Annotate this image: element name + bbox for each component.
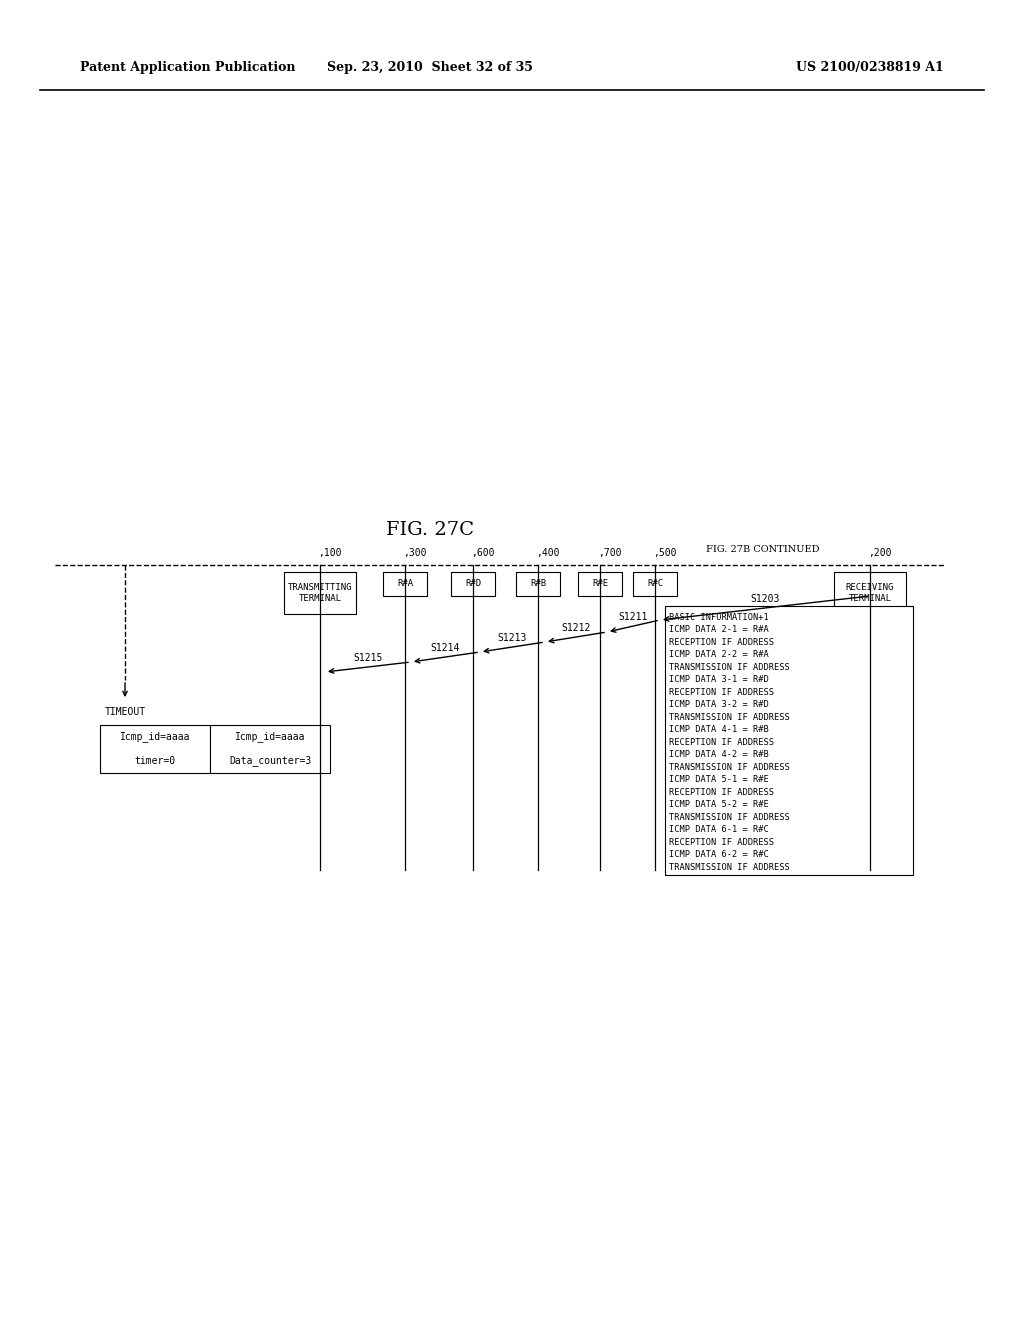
Text: ICMP DATA 4-2 = R#B: ICMP DATA 4-2 = R#B (669, 750, 769, 759)
Text: ,700: ,700 (598, 548, 622, 558)
Text: RECEIVING
TERMINAL: RECEIVING TERMINAL (846, 583, 894, 603)
Text: S1214: S1214 (431, 643, 460, 653)
Text: RECEPTION IF ADDRESS: RECEPTION IF ADDRESS (669, 838, 774, 846)
Text: RECEPTION IF ADDRESS: RECEPTION IF ADDRESS (669, 688, 774, 697)
Text: ,500: ,500 (653, 548, 677, 558)
Text: ,600: ,600 (471, 548, 495, 558)
Text: TRANSMISSION IF ADDRESS: TRANSMISSION IF ADDRESS (669, 663, 790, 672)
Text: ,300: ,300 (403, 548, 427, 558)
Text: Data_counter=3: Data_counter=3 (229, 755, 311, 767)
Text: ,100: ,100 (318, 548, 341, 558)
Text: timer=0: timer=0 (134, 756, 175, 766)
Text: TRANSMISSION IF ADDRESS: TRANSMISSION IF ADDRESS (669, 813, 790, 822)
Text: Sep. 23, 2010  Sheet 32 of 35: Sep. 23, 2010 Sheet 32 of 35 (327, 62, 532, 74)
Bar (100, 725, 210, 774)
Text: ICMP DATA 2-2 = R#A: ICMP DATA 2-2 = R#A (669, 651, 769, 659)
Text: ICMP DATA 4-1 = R#B: ICMP DATA 4-1 = R#B (669, 725, 769, 734)
Text: S1211: S1211 (618, 612, 648, 622)
Text: TRANSMITTING
TERMINAL: TRANSMITTING TERMINAL (288, 583, 352, 603)
Text: Icmp_id=aaaa: Icmp_id=aaaa (234, 731, 305, 742)
Text: R#A: R#A (397, 579, 413, 589)
Text: US 2100/0238819 A1: US 2100/0238819 A1 (796, 62, 944, 74)
Text: TIMEOUT: TIMEOUT (104, 708, 145, 717)
Text: ICMP DATA 2-1 = R#A: ICMP DATA 2-1 = R#A (669, 626, 769, 634)
Text: RECEPTION IF ADDRESS: RECEPTION IF ADDRESS (669, 788, 774, 797)
Bar (516, 572, 560, 597)
Text: RECEPTION IF ADDRESS: RECEPTION IF ADDRESS (669, 738, 774, 747)
Text: ,400: ,400 (536, 548, 559, 558)
Text: ,200: ,200 (868, 548, 892, 558)
Bar (210, 725, 330, 774)
Bar (665, 606, 913, 874)
Text: ICMP DATA 5-2 = R#E: ICMP DATA 5-2 = R#E (669, 800, 769, 809)
Text: S1213: S1213 (498, 634, 527, 643)
Bar (284, 572, 356, 614)
Text: R#E: R#E (592, 579, 608, 589)
Bar (451, 572, 495, 597)
Bar (834, 572, 906, 614)
Text: ICMP DATA 3-1 = R#D: ICMP DATA 3-1 = R#D (669, 676, 769, 684)
Text: Patent Application Publication: Patent Application Publication (80, 62, 296, 74)
Text: R#D: R#D (465, 579, 481, 589)
Text: ICMP DATA 3-2 = R#D: ICMP DATA 3-2 = R#D (669, 700, 769, 709)
Text: S1212: S1212 (561, 623, 591, 634)
Bar (578, 572, 622, 597)
Text: S1203: S1203 (751, 594, 779, 605)
Text: RECEPTION IF ADDRESS: RECEPTION IF ADDRESS (669, 638, 774, 647)
Bar (633, 572, 677, 597)
Text: ICMP DATA 5-1 = R#E: ICMP DATA 5-1 = R#E (669, 775, 769, 784)
Text: FIG. 27B CONTINUED: FIG. 27B CONTINUED (707, 545, 820, 554)
Text: TRANSMISSION IF ADDRESS: TRANSMISSION IF ADDRESS (669, 713, 790, 722)
Text: S1215: S1215 (353, 653, 383, 663)
Text: TRANSMISSION IF ADDRESS: TRANSMISSION IF ADDRESS (669, 763, 790, 772)
Text: R#B: R#B (530, 579, 546, 589)
Text: FIG. 27C: FIG. 27C (386, 521, 474, 539)
Bar (383, 572, 427, 597)
Text: R#C: R#C (647, 579, 664, 589)
Text: BASIC INFORMATION+1: BASIC INFORMATION+1 (669, 612, 769, 622)
Text: ICMP DATA 6-1 = R#C: ICMP DATA 6-1 = R#C (669, 825, 769, 834)
Text: ICMP DATA 6-2 = R#C: ICMP DATA 6-2 = R#C (669, 850, 769, 859)
Text: Icmp_id=aaaa: Icmp_id=aaaa (120, 731, 190, 742)
Text: TRANSMISSION IF ADDRESS: TRANSMISSION IF ADDRESS (669, 863, 790, 871)
